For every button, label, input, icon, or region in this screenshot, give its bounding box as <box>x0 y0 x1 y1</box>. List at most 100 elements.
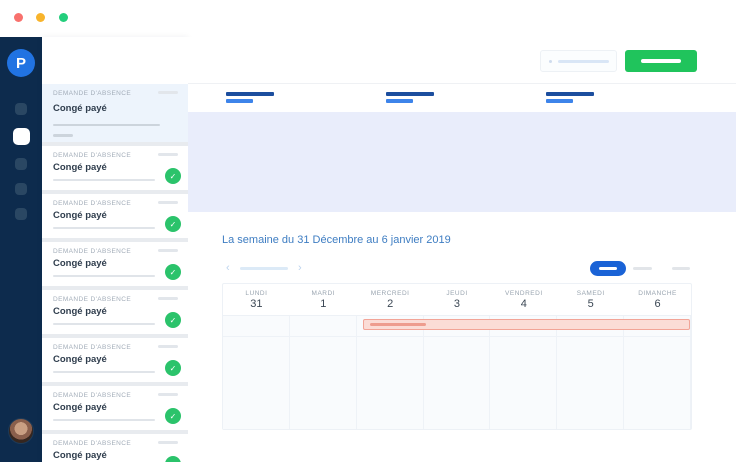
tab-item-2[interactable] <box>386 84 436 112</box>
day-column-header: DIMANCHE 6 <box>624 284 691 315</box>
day-name: VENDREDI <box>505 290 543 297</box>
approved-check-icon: ✓ <box>165 168 181 184</box>
absence-request-card[interactable]: DEMANDE D'ABSENCE Congé payé ✓ <box>42 194 188 238</box>
view-toggle-active[interactable] <box>590 261 626 276</box>
payfit-logo-icon[interactable]: P <box>7 49 35 77</box>
day-column-cell[interactable] <box>290 316 357 429</box>
absence-event-bar[interactable] <box>363 319 690 330</box>
day-number: 6 <box>654 298 661 310</box>
hero-banner <box>188 112 736 212</box>
card-meta-skeleton <box>158 393 178 396</box>
approved-check-icon: ✓ <box>165 360 181 376</box>
tab-title-skeleton <box>386 92 434 96</box>
window-close-button[interactable] <box>14 13 23 22</box>
day-name: LUNDI <box>245 290 268 297</box>
day-column-header: SAMEDI 5 <box>557 284 624 315</box>
calendar-header: LUNDI 31 MARDI 1 MERCREDI 2 JEUDI 3 VEND… <box>223 284 691 316</box>
card-type-label: DEMANDE D'ABSENCE <box>53 152 132 159</box>
approved-check-icon: ✓ <box>165 312 181 328</box>
day-name: JEUDI <box>446 290 468 297</box>
day-name: DIMANCHE <box>638 290 677 297</box>
search-placeholder-skeleton <box>558 60 609 63</box>
day-number: 5 <box>587 298 594 310</box>
absence-request-card[interactable]: DEMANDE D'ABSENCE Congé payé ✓ <box>42 290 188 334</box>
card-meta-skeleton <box>158 297 178 300</box>
day-column-cell[interactable] <box>557 316 625 429</box>
card-type-label: DEMANDE D'ABSENCE <box>53 440 132 447</box>
card-type-label: DEMANDE D'ABSENCE <box>53 392 132 399</box>
tab-subtitle-skeleton <box>226 99 253 103</box>
view-toggle-3[interactable] <box>672 267 690 270</box>
week-range-skeleton <box>240 267 288 270</box>
day-number: 4 <box>520 298 527 310</box>
sidebar-nav-item[interactable] <box>15 183 27 195</box>
absence-request-card[interactable]: DEMANDE D'ABSENCE Congé payé ✓ <box>42 338 188 382</box>
leave-type-label: Congé payé <box>53 258 107 269</box>
card-detail-skeleton <box>53 179 155 181</box>
card-type-label: DEMANDE D'ABSENCE <box>53 90 132 97</box>
day-column-cell[interactable] <box>490 316 558 429</box>
tab-item-3[interactable] <box>546 84 596 112</box>
card-detail-skeleton <box>53 124 160 126</box>
day-column-header: LUNDI 31 <box>223 284 290 315</box>
toolbar <box>188 37 736 84</box>
sidebar-nav-item[interactable] <box>12 128 30 145</box>
day-column-cell[interactable] <box>624 316 691 429</box>
button-label-skeleton <box>641 59 681 63</box>
card-meta-skeleton <box>158 345 178 348</box>
absence-request-card[interactable]: DEMANDE D'ABSENCE Congé payé ✓ <box>42 434 188 462</box>
day-column-cell[interactable] <box>357 316 424 429</box>
next-week-button[interactable]: › <box>298 262 302 274</box>
window-zoom-button[interactable] <box>59 13 68 22</box>
calendar-body <box>223 316 691 429</box>
event-label-skeleton <box>370 323 426 326</box>
window-titlebar <box>0 0 736 37</box>
tab-item-1[interactable] <box>226 84 276 112</box>
sidebar-nav-item[interactable] <box>15 158 27 170</box>
view-toggle-2[interactable] <box>633 267 652 270</box>
card-type-label: DEMANDE D'ABSENCE <box>53 248 132 255</box>
day-column-cell[interactable] <box>223 316 290 429</box>
main-content: La semaine du 31 Décembre au 6 janvier 2… <box>188 37 736 462</box>
window-minimize-button[interactable] <box>36 13 45 22</box>
tab-title-skeleton <box>546 92 594 96</box>
card-meta-skeleton <box>158 249 178 252</box>
leave-type-label: Congé payé <box>53 402 107 413</box>
day-number: 2 <box>387 298 394 310</box>
search-icon <box>549 60 552 63</box>
leave-type-label: Congé payé <box>53 354 107 365</box>
day-column-cell[interactable] <box>424 316 491 429</box>
user-avatar[interactable] <box>8 418 34 444</box>
absence-request-card[interactable]: DEMANDE D'ABSENCE Congé payé ✓ <box>42 146 188 190</box>
tab-subtitle-skeleton <box>546 99 573 103</box>
previous-week-button[interactable]: ‹ <box>226 262 230 274</box>
card-detail-skeleton <box>53 371 155 373</box>
week-pager: ‹ › <box>222 261 692 277</box>
day-name: SAMEDI <box>576 290 605 297</box>
absence-request-card[interactable]: DEMANDE D'ABSENCE Congé payé ✓ <box>42 242 188 286</box>
week-title: La semaine du 31 Décembre au 6 janvier 2… <box>222 234 451 246</box>
leave-type-label: Congé payé <box>53 162 107 173</box>
card-meta-skeleton <box>158 153 178 156</box>
day-number: 1 <box>320 298 327 310</box>
card-type-label: DEMANDE D'ABSENCE <box>53 344 132 351</box>
card-type-label: DEMANDE D'ABSENCE <box>53 200 132 207</box>
approved-check-icon: ✓ <box>165 456 181 462</box>
day-column-header: MERCREDI 2 <box>357 284 424 315</box>
absence-request-card[interactable]: DEMANDE D'ABSENCE Congé payé ✓ <box>42 386 188 430</box>
approved-check-icon: ✓ <box>165 216 181 232</box>
card-detail-skeleton <box>53 227 155 229</box>
calendar-row-divider <box>223 336 691 337</box>
primary-sidebar: P <box>0 37 42 462</box>
approved-check-icon: ✓ <box>165 408 181 424</box>
primary-action-button[interactable] <box>625 50 697 72</box>
week-calendar: LUNDI 31 MARDI 1 MERCREDI 2 JEUDI 3 VEND… <box>222 283 692 430</box>
leave-type-label: Congé payé <box>53 450 107 461</box>
view-toggle-label-skeleton <box>599 267 617 270</box>
sidebar-nav-item[interactable] <box>15 103 27 115</box>
day-column-header: MARDI 1 <box>290 284 357 315</box>
search-input[interactable] <box>540 50 617 72</box>
sidebar-nav-item[interactable] <box>15 208 27 220</box>
absence-request-card[interactable]: DEMANDE D'ABSENCE Congé payé <box>42 84 188 142</box>
